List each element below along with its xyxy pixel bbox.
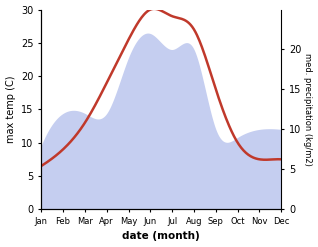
X-axis label: date (month): date (month) [122, 231, 200, 242]
Y-axis label: max temp (C): max temp (C) [5, 76, 16, 143]
Y-axis label: med. precipitation (kg/m2): med. precipitation (kg/m2) [303, 53, 313, 166]
